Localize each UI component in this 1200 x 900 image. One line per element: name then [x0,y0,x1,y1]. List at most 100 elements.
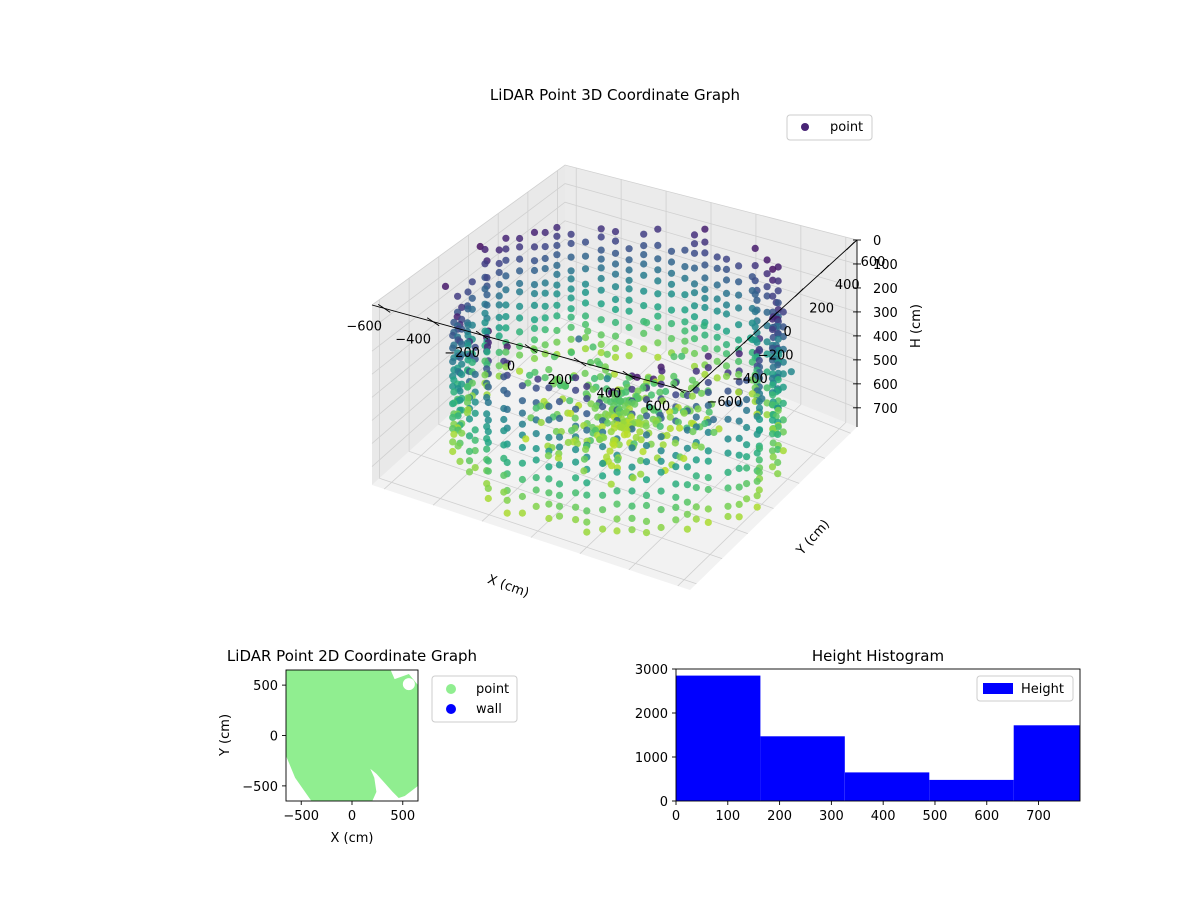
scatter-point-3d [743,396,750,403]
scatter-point-3d [670,353,677,360]
scatter-point-3d [681,291,688,298]
scatter-point-3d [770,453,777,460]
x-tick-label-2d: 0 [348,809,356,824]
scatter-point-3d [736,418,743,425]
scatter-point-3d [545,434,552,441]
scatter-point-3d [599,403,606,410]
x-tick-label-3d: 400 [596,386,621,401]
scatter-point-3d [531,355,538,362]
scatter-point-3d [769,391,776,398]
scatter-point-3d [714,308,721,315]
scatter-point-3d [736,435,743,442]
scatter-point-3d [599,492,606,499]
scatter-point-3d [464,409,471,416]
scatter-point-3d [483,446,490,453]
scatter-point-3d [691,265,698,272]
h-tick-label-3d: 500 [873,354,898,369]
scatter-point-3d [643,476,650,483]
scatter-point-3d [568,285,575,292]
scatter-point-3d [454,293,461,300]
scatter-point-3d [681,410,688,417]
scatter-point-3d [516,256,523,263]
scatter-point-3d [612,333,619,340]
scatter-point-3d [483,291,490,298]
scatter-point-3d [556,492,563,499]
scatter-point-3d [516,314,523,321]
scatter-point-3d [612,354,619,361]
scatter-point-3d [643,442,650,449]
scatter-point-3d [736,452,743,459]
scatter-point-3d [553,251,560,258]
scatter-point-3d [466,468,473,475]
scatter-point-3d [568,231,575,238]
scatter-point-3d [764,309,771,316]
scatter-point-3d [496,246,503,253]
scatter-point-3d [643,422,650,429]
scatter-point-3d [556,480,563,487]
scatter-point-3d [582,299,589,306]
scatter-point-3d [519,509,526,516]
scatter-point-3d [531,267,538,274]
scatter-point-3d [693,368,700,375]
scatter-point-3d [483,348,490,355]
scatter-point-3d [684,463,691,470]
scatter-point-3d [693,472,700,479]
scatter-point-3d [502,272,509,279]
scatter-point-3d [598,316,605,323]
y-tick-label-3d: 200 [809,302,834,317]
scatter-point-3d [583,383,590,390]
scatter-point-3d [691,313,698,320]
scatter-point-3d [654,339,661,346]
scatter-point-3d [556,434,563,441]
scatter-point-3d [701,286,708,293]
scatter-point-3d [693,503,700,510]
scatter-point-3d [724,503,731,510]
scatter-point-3d [612,228,619,235]
scatter-point-3d [693,414,700,421]
scatter-point-3d [701,322,708,329]
scatter-point-3d [545,501,552,508]
y-tick-label-2d: −500 [242,780,278,795]
scatter-point-3d [572,489,579,496]
scatter-point-3d [531,290,538,297]
histogram-bar [929,780,1013,801]
scatter-point-3d [516,352,523,359]
x-tick-label-histogram: 400 [871,809,896,824]
scatter-point-3d [500,427,507,434]
scatter-point-3d [589,343,596,350]
title-3d: LiDAR Point 3D Coordinate Graph [490,86,740,104]
scatter-point-3d [583,492,590,499]
x-tick-label-histogram: 200 [767,809,792,824]
scatter-point-3d [626,266,633,273]
y-tick-label-3d: 0 [784,325,792,340]
scatter-point-3d [612,260,619,267]
scatter-point-3d [736,350,743,357]
scatter-point-3d [628,487,635,494]
scatter-point-3d [504,390,511,397]
scatter-point-3d [764,283,771,290]
scatter-point-3d [654,277,661,284]
legend-2d: point wall [432,676,517,722]
scatter-point-3d [714,253,721,260]
scatter-point-3d [599,460,606,467]
scatter-point-3d [599,526,606,533]
scatter-point-3d [643,518,650,525]
x-tick-label-3d: −600 [346,319,382,334]
scatter-point-3d [496,292,503,299]
scatter-point-3d [496,269,503,276]
x-tick-label-histogram: 600 [974,809,999,824]
scatter-point-3d [668,281,675,288]
scatter-point-3d [752,277,759,284]
scatter-point-3d [556,398,563,405]
scatter-point-3d [553,262,560,269]
scatter-point-3d [516,368,523,375]
scatter-point-3d [545,463,552,470]
scatter-point-3d [621,431,628,438]
scatter-point-3d [516,328,523,335]
scatter-point-3d [643,458,650,465]
scatter-point-3d [553,312,560,319]
scatter-point-3d [496,314,503,321]
scatter-point-3d [701,371,708,378]
y-tick-label-3d: −400 [732,372,768,387]
histogram-bar [676,676,760,801]
